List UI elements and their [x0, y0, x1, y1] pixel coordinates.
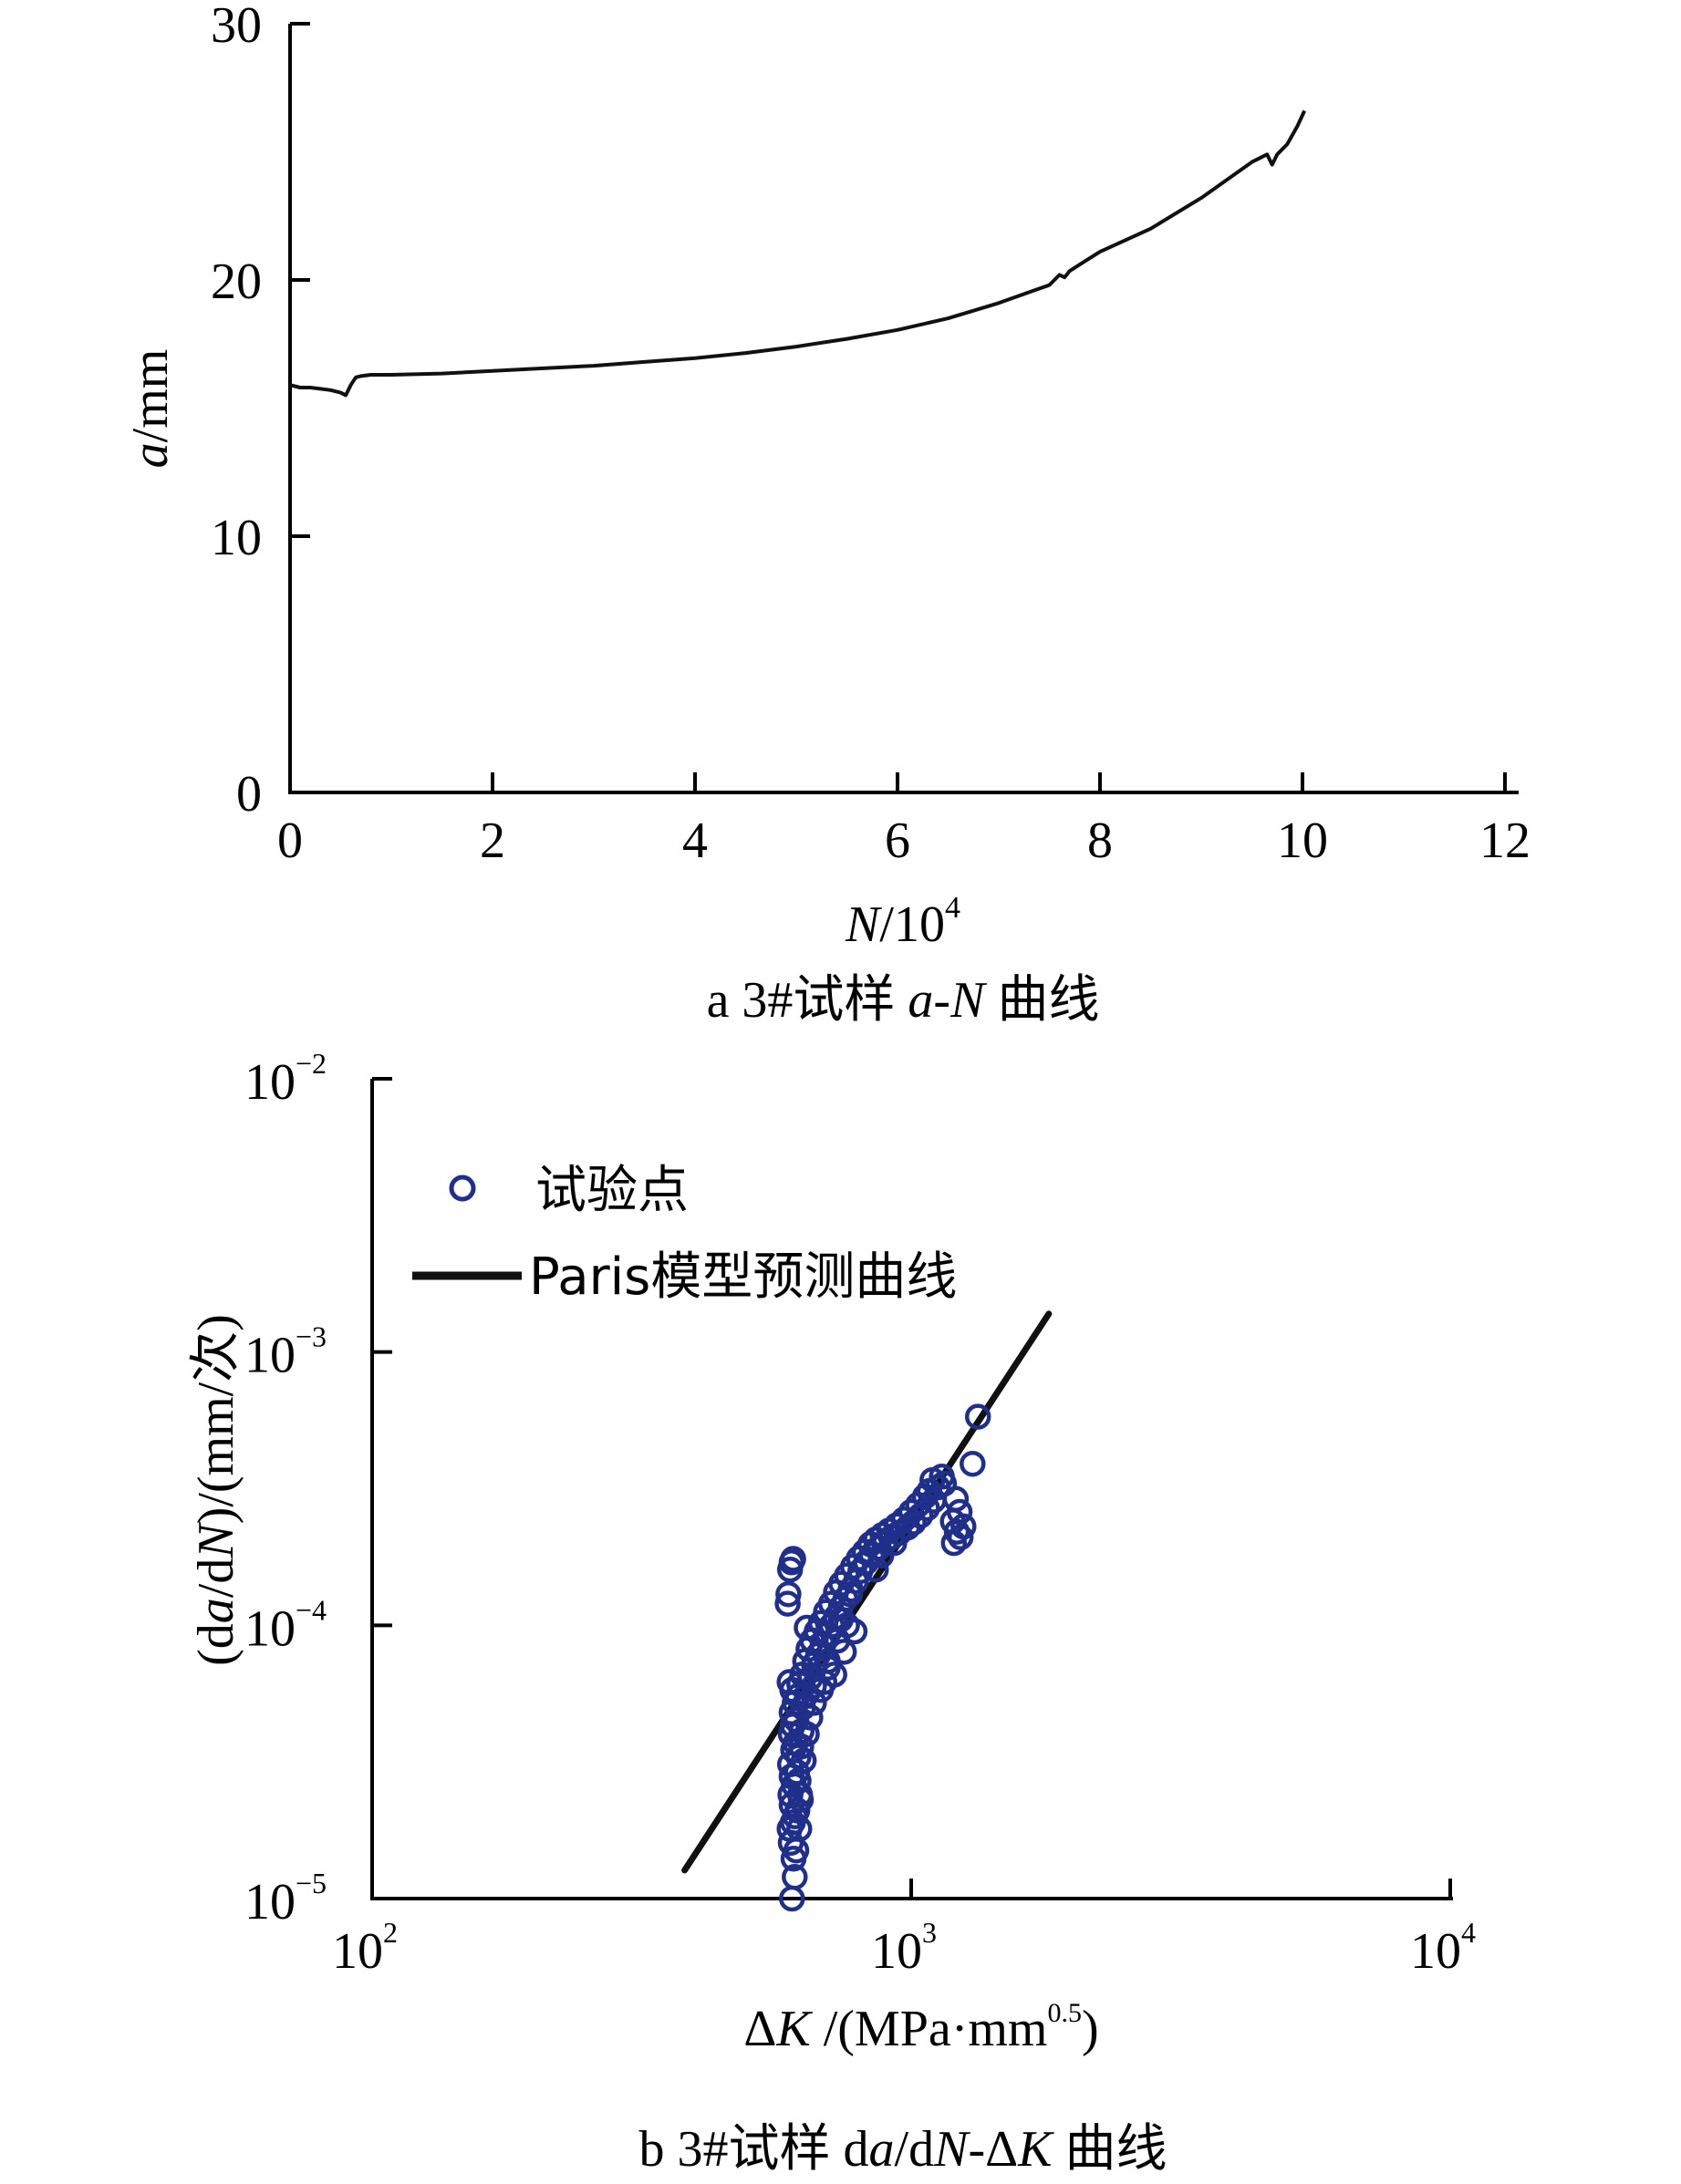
chart-a-ticks: 0 2 4 6 8 10 12 0 10 20 30: [211, 0, 1531, 869]
chart-b-data-point: [794, 1721, 820, 1747]
chart-b-data-point: [827, 1606, 854, 1633]
chart-b-data-point: [780, 1546, 806, 1572]
chart-a-caption: a 3#试样 a-N 曲线: [707, 972, 1100, 1029]
chart-b-data-point: [815, 1654, 841, 1682]
chart-b-legend: 试验点 Paris模型预测曲线: [412, 1161, 957, 1307]
chart-b-data-point: [782, 1864, 808, 1890]
chart-b-x-tick-label: 103: [871, 1916, 937, 1980]
chart-b-y-tick-label: 10−4: [244, 1593, 327, 1657]
chart-b-data-point: [794, 1614, 820, 1641]
chart-b-data-points: [774, 1403, 991, 1912]
chart-b-data-point: [960, 1450, 986, 1477]
chart-a-x-tick-label: 6: [885, 813, 910, 869]
chart-b-data-point: [774, 1590, 801, 1617]
chart-a-a-n-curve: 0 2 4 6 8 10 12 0 10 20 30 N/104 a/mm a 3#试样 a-N 曲…: [122, 0, 1531, 1029]
chart-a-y-tick-label: 20: [211, 254, 262, 310]
chart-b-data-point: [797, 1704, 824, 1731]
chart-a-y-tick-label: 0: [236, 766, 262, 823]
chart-a-x-tick-label: 0: [277, 813, 303, 869]
chart-b-data-point: [890, 1506, 918, 1533]
chart-a-y-tick-label: 10: [211, 510, 262, 566]
chart-a-y-axis-label: a/mm: [122, 349, 179, 469]
chart-b-paris-fit-line: [681, 1310, 1053, 1874]
chart-b-data-point: [785, 1767, 812, 1794]
chart-b-data-point: [863, 1556, 889, 1583]
chart-b-x-axis-label: ΔK /(MPa·mm0.5): [743, 1998, 1098, 2057]
chart-b-data-point: [883, 1512, 910, 1539]
chart-b-data-point: [940, 1529, 968, 1557]
legend-label-test-points: 试验点: [535, 1161, 689, 1220]
chart-a-x-axis-label: N/104: [845, 891, 960, 953]
chart-a-y-tick-label: 30: [211, 0, 262, 54]
chart-a-x-tick-label: 2: [480, 813, 505, 869]
chart-b-data-point: [929, 1464, 955, 1490]
chart-b-data-point: [787, 1786, 815, 1813]
chart-b-data-point: [836, 1580, 864, 1608]
chart-b-data-point: [788, 1734, 815, 1760]
chart-b-data-point: [801, 1690, 827, 1716]
chart-b-ticks: 102 103 104 10−5 10−4 10−3 10−2: [244, 1047, 1476, 1980]
chart-b-x-tick-label: 102: [332, 1916, 398, 1980]
chart-b-data-point: [775, 1580, 802, 1608]
chart-a-x-tick-label: 8: [1087, 813, 1113, 869]
chart-a-x-tick-label: 12: [1479, 813, 1531, 869]
chart-b-dadn-dk-curve: 102 103 104 10−5 10−4 10−3 10−2 试验点 Paris模型预测曲…: [188, 1047, 1476, 2178]
chart-a-x-tick-label: 4: [682, 813, 708, 869]
chart-b-data-point: [786, 1816, 813, 1842]
chart-a-x-tick-label: 10: [1277, 813, 1328, 869]
chart-b-y-tick-label: 10−2: [244, 1047, 327, 1111]
chart-b-data-point: [964, 1403, 991, 1430]
chart-b-data-point: [898, 1498, 925, 1526]
chart-b-y-axis-label: (da/dN)/(mm/次): [188, 1314, 244, 1666]
chart-b-caption: b 3#试样 da/dN-ΔK 曲线: [639, 2121, 1167, 2178]
legend-label-paris-model: Paris模型预测曲线: [529, 1247, 957, 1307]
chart-b-data-point: [783, 1797, 811, 1824]
chart-b-data-point: [801, 1672, 827, 1700]
chart-b-x-tick-label: 104: [1410, 1916, 1476, 1980]
chart-b-data-point: [881, 1529, 908, 1557]
chart-b-y-tick-label: 10−3: [244, 1320, 327, 1384]
legend-marker-circle-icon: [449, 1175, 476, 1202]
chart-b-data-point: [947, 1524, 974, 1551]
chart-b-y-tick-label: 10−5: [244, 1867, 327, 1930]
chart-a-series-line: [289, 109, 1307, 398]
